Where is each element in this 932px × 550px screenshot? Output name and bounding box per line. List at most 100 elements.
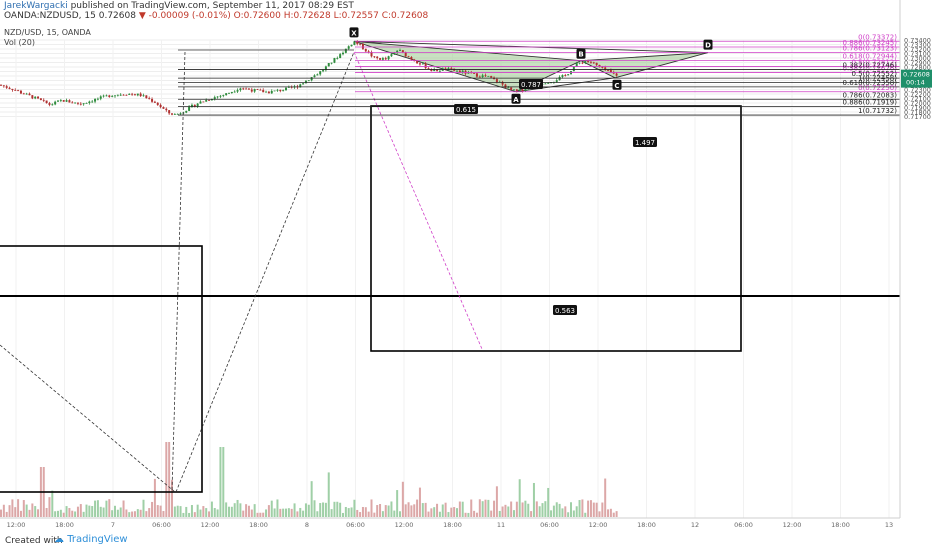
- volume-bar: [453, 507, 456, 517]
- volume-bar: [595, 502, 598, 517]
- candle: [142, 95, 145, 97]
- candle: [399, 50, 401, 52]
- author-name[interactable]: JarekWargacki: [4, 1, 68, 11]
- candle: [322, 70, 325, 72]
- volume-bar: [88, 505, 91, 517]
- dashed-vertical: [171, 51, 186, 491]
- volume-bars: [0, 442, 618, 517]
- volume-bar: [418, 487, 421, 517]
- price-tick-label: 0.73000: [904, 55, 931, 63]
- candle: [59, 100, 62, 101]
- time-tick-label: 18:00: [249, 521, 268, 529]
- volume-bar: [344, 506, 347, 517]
- candle: [339, 54, 342, 59]
- volume-bar: [490, 510, 493, 517]
- candle: [202, 101, 205, 103]
- volume-bar: [111, 510, 114, 517]
- volume-bar: [404, 504, 407, 517]
- pattern-point-marker: [612, 79, 622, 90]
- volume-bar: [447, 512, 450, 517]
- volume-bar: [91, 506, 94, 517]
- candle: [464, 70, 467, 74]
- volume-bar: [299, 507, 302, 517]
- candle: [216, 96, 219, 98]
- volume-bar: [567, 512, 570, 517]
- price-tick-label: 0.72300: [904, 86, 931, 94]
- volume-bar: [59, 509, 62, 517]
- volume-bar: [165, 442, 168, 517]
- volume-bar: [381, 511, 384, 517]
- candle: [173, 114, 176, 115]
- volume-bar: [376, 505, 379, 517]
- candle: [299, 84, 302, 88]
- tradingview-logo[interactable]: ☁ TradingView: [54, 534, 128, 545]
- volume-bar: [319, 503, 322, 517]
- volume-bar: [188, 512, 191, 517]
- volume-bar: [584, 512, 587, 517]
- volume-bar: [185, 506, 188, 517]
- volume-bar: [359, 512, 362, 517]
- volume-bar: [333, 501, 336, 517]
- volume-bar: [507, 506, 510, 517]
- candle: [379, 58, 382, 60]
- candle: [259, 89, 262, 91]
- volume-bar: [458, 501, 461, 517]
- price-tick-label: 0.73400: [904, 37, 931, 45]
- candle: [159, 104, 162, 108]
- volume-bar: [210, 501, 213, 517]
- candle: [185, 110, 188, 113]
- volume-bar: [0, 509, 2, 517]
- candle: [79, 103, 82, 105]
- volume-bar: [196, 504, 199, 517]
- volume-bar: [364, 507, 367, 517]
- candle: [416, 61, 419, 64]
- volume-bar: [467, 512, 470, 517]
- candle: [213, 97, 216, 100]
- volume-bar: [245, 504, 248, 517]
- candle: [615, 73, 618, 76]
- candle: [111, 96, 114, 97]
- volume-bar: [68, 508, 71, 517]
- candle: [199, 101, 202, 104]
- volume-bar: [399, 511, 401, 517]
- volume-bar: [498, 510, 501, 517]
- volume-bar: [581, 499, 584, 517]
- candle: [356, 41, 359, 44]
- volume-bar: [310, 481, 313, 517]
- candle: [561, 75, 564, 77]
- fib-level-label: 0.382(0.72676): [843, 65, 898, 73]
- volume-bar: [615, 511, 618, 517]
- volume-bar: [230, 506, 233, 517]
- volume-bar: [151, 501, 154, 517]
- volume-bar: [350, 507, 353, 517]
- candle: [256, 89, 259, 90]
- volume-bar: [302, 510, 305, 517]
- pattern-leg-ac: [515, 77, 616, 93]
- candle: [513, 89, 515, 91]
- candle: [62, 100, 65, 102]
- time-tick-label: 18:00: [55, 521, 74, 529]
- volume-bar: [14, 507, 17, 517]
- candle: [125, 94, 128, 96]
- candle: [601, 67, 604, 68]
- candle: [105, 95, 108, 97]
- time-tick-label: 12:00: [201, 521, 220, 529]
- volume-bar: [430, 508, 433, 517]
- volume-bar: [57, 510, 59, 517]
- price-chart[interactable]: 0(0.73372)0.886(0.73245)0.786(0.73123)0.…: [0, 0, 932, 531]
- candle: [57, 100, 59, 102]
- volume-bar: [361, 506, 364, 517]
- volume-bar: [256, 512, 259, 517]
- volume-bar: [456, 508, 458, 517]
- candle: [225, 93, 228, 96]
- volume-bar: [550, 510, 553, 517]
- fib-level-label: 0.886(0.73245): [843, 39, 898, 47]
- time-tick-label: 7: [111, 521, 115, 529]
- volume-bar: [208, 511, 211, 517]
- candle: [2, 85, 5, 87]
- pattern-ratio-label: 0.615: [456, 106, 476, 114]
- volume-bar: [99, 506, 102, 517]
- volume-bar: [410, 505, 413, 517]
- volume-bar: [79, 504, 82, 517]
- candle: [262, 90, 265, 93]
